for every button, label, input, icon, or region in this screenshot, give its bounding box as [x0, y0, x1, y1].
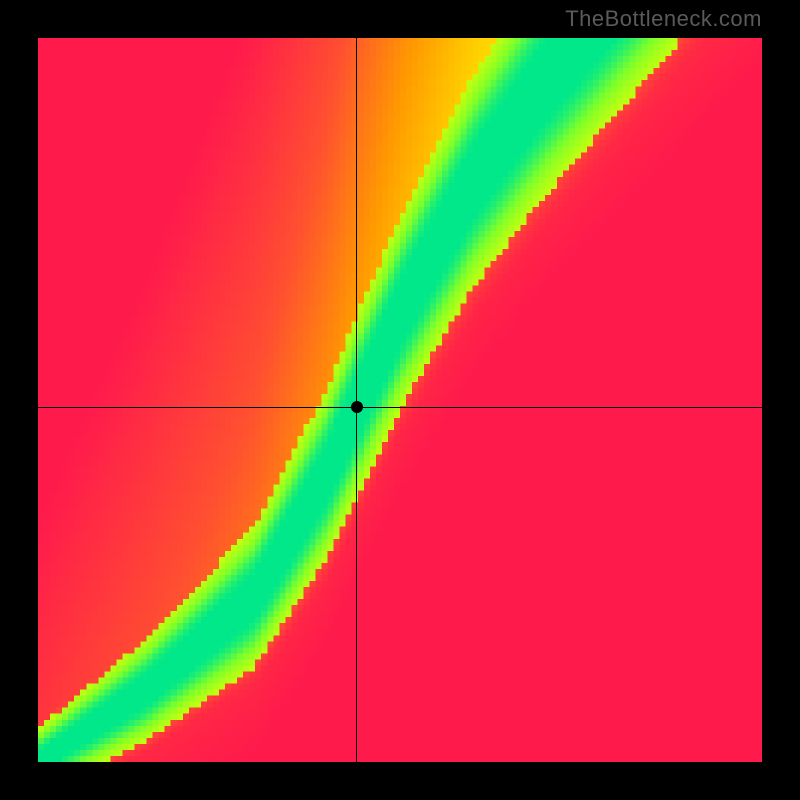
operating-point-marker	[351, 401, 363, 413]
crosshair-horizontal	[38, 407, 762, 408]
crosshair-vertical	[356, 38, 357, 762]
watermark-text: TheBottleneck.com	[565, 6, 762, 32]
chart-frame: TheBottleneck.com	[0, 0, 800, 800]
bottleneck-heatmap	[38, 38, 762, 762]
